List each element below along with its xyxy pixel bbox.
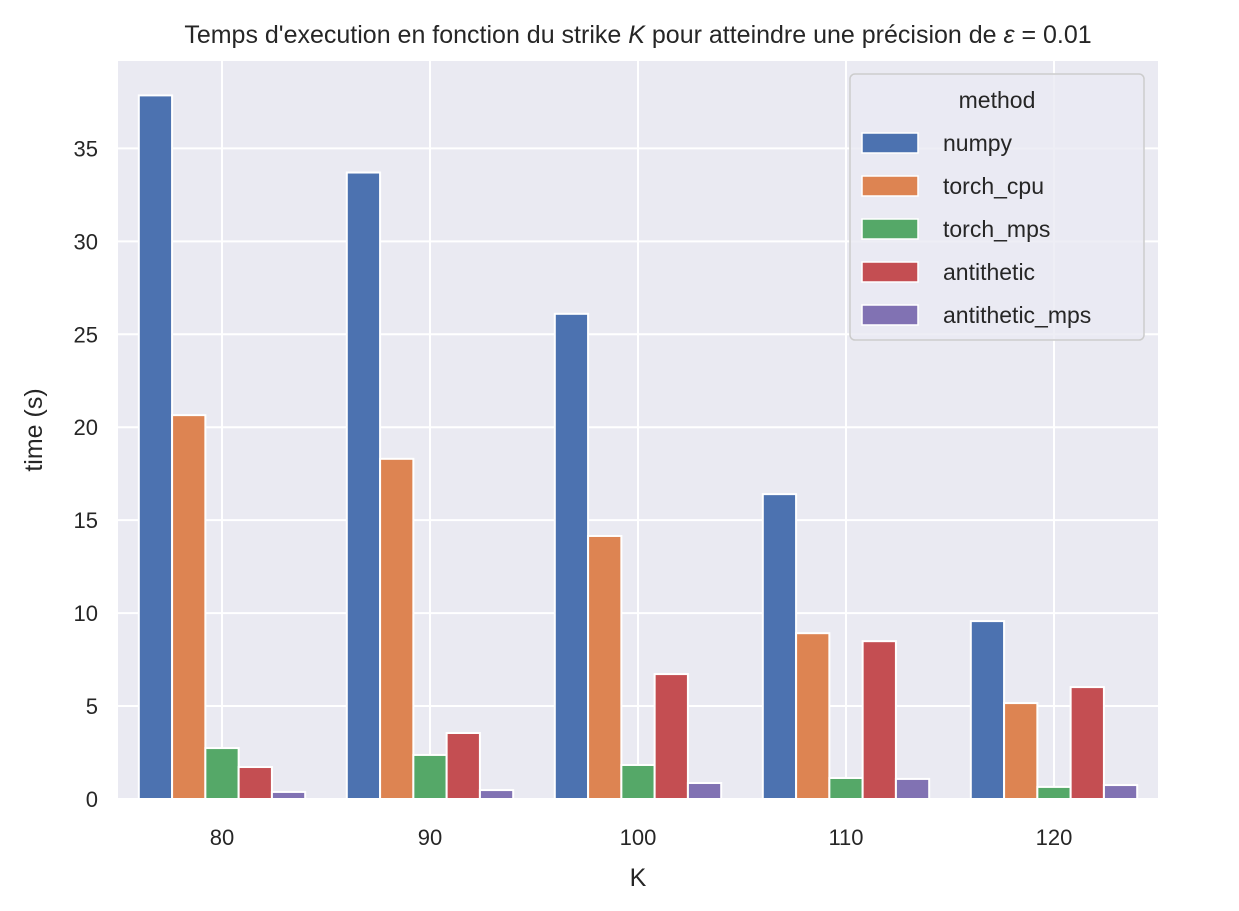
- legend-box: [849, 73, 1145, 341]
- title-middle: pour atteindre une précision de: [645, 21, 1004, 49]
- title-prefix: Temps d'execution en fonction du strike: [184, 21, 628, 49]
- bar-antithetic_mps-80: [270, 790, 307, 801]
- bar-torch_cpu-110: [795, 632, 831, 800]
- bar-antithetic_mps-90: [478, 789, 515, 801]
- legend-label-numpy: numpy: [943, 130, 1013, 156]
- legend-swatch-numpy: [861, 132, 919, 154]
- y-tick-label: 15: [74, 508, 98, 533]
- legend: method numpy torch_cpu torch_mps antithetic…: [849, 73, 1145, 341]
- legend-label-torch_mps: torch_mps: [943, 216, 1050, 242]
- legend-label-antithetic: antithetic: [943, 259, 1035, 285]
- bar-torch_mps-90: [412, 753, 448, 800]
- legend-swatch-torch_cpu: [861, 175, 919, 197]
- bar-torch_mps-80: [204, 747, 240, 801]
- bar-numpy-100: [553, 312, 590, 800]
- y-axis-ticks: 0 5 10 15 20 25 30 35: [74, 136, 98, 812]
- bar-antithetic-120: [1069, 686, 1105, 800]
- x-axis-label: K: [630, 864, 647, 892]
- legend-swatch-antithetic_mps: [861, 304, 919, 326]
- y-tick-label: 20: [74, 415, 98, 440]
- bar-antithetic-100: [653, 673, 689, 801]
- gridlines: [118, 61, 1158, 800]
- bar-antithetic-110: [861, 640, 897, 801]
- x-axis-ticks: 80 90 100 110 120: [210, 825, 1073, 850]
- legend-label-antithetic_mps: antithetic_mps: [943, 302, 1091, 328]
- y-tick-label: 30: [74, 229, 98, 254]
- bar-torch_cpu-120: [1003, 702, 1039, 801]
- bar-antithetic-80: [237, 766, 273, 800]
- x-tick-label: 120: [1036, 825, 1073, 850]
- bar-numpy-120: [969, 620, 1006, 800]
- bar-torch_cpu-90: [379, 457, 415, 800]
- legend-title: method: [959, 87, 1036, 113]
- bars: [137, 94, 1139, 801]
- bar-torch_cpu-100: [587, 534, 623, 801]
- legend-label-torch_cpu: torch_cpu: [943, 173, 1044, 199]
- x-tick-label: 90: [418, 825, 442, 850]
- chart-title: Temps d'execution en fonction du strike …: [184, 21, 1091, 49]
- bar-antithetic_mps-120: [1102, 784, 1139, 800]
- y-tick-label: 35: [74, 136, 98, 161]
- y-tick-label: 5: [86, 694, 98, 719]
- bar-numpy-90: [345, 171, 382, 801]
- bar-numpy-80: [137, 94, 174, 800]
- y-tick-label: 25: [74, 322, 98, 347]
- x-tick-label: 110: [828, 825, 863, 850]
- bar-torch_mps-100: [620, 763, 656, 801]
- bar-antithetic_mps-110: [894, 777, 931, 800]
- x-tick-label: 80: [210, 825, 234, 850]
- title-epsilon-symbol: ε: [1004, 21, 1016, 49]
- y-axis-label: time (s): [20, 388, 48, 471]
- title-suffix: = 0.01: [1015, 21, 1092, 49]
- legend-swatch-antithetic: [861, 261, 919, 283]
- bar-torch_mps-110: [828, 776, 864, 801]
- y-tick-label: 0: [86, 787, 98, 812]
- bar-numpy-110: [761, 493, 798, 800]
- bar-torch_cpu-80: [171, 414, 207, 800]
- y-tick-label: 10: [74, 601, 98, 626]
- title-k-symbol: K: [628, 21, 646, 49]
- legend-swatch-torch_mps: [861, 218, 919, 240]
- bar-antithetic-90: [445, 732, 481, 801]
- bar-torch_mps-120: [1036, 785, 1072, 800]
- bar-antithetic_mps-100: [686, 782, 723, 801]
- x-tick-label: 100: [620, 825, 657, 850]
